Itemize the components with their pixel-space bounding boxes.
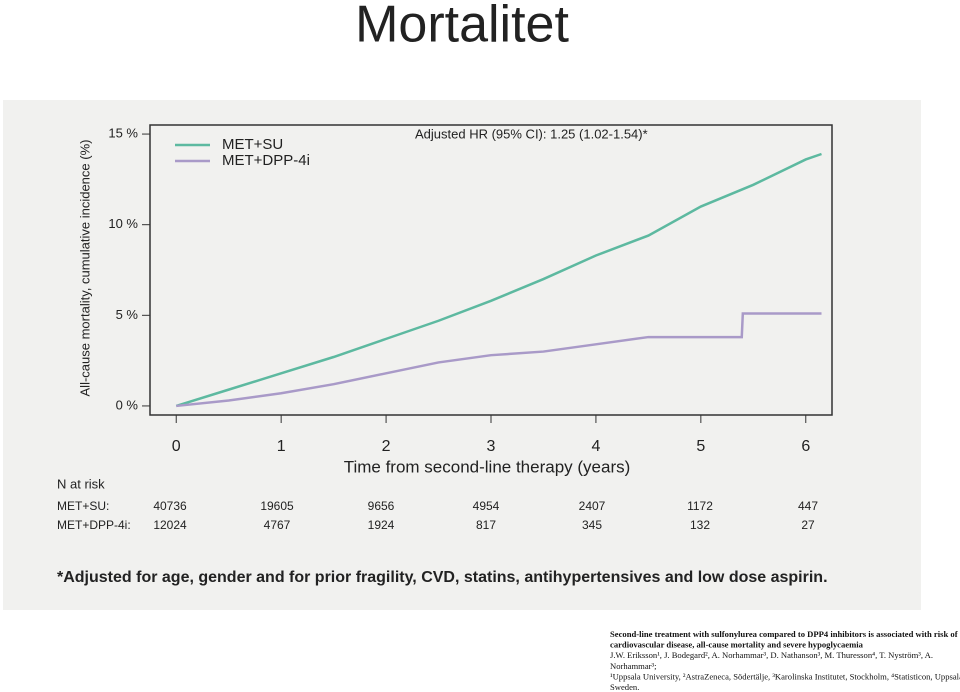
at-risk-count: 1172 xyxy=(687,499,713,513)
x-tick-label: 0 xyxy=(172,438,181,455)
x-axis-label: Time from second-line therapy (years) xyxy=(344,457,631,476)
reference-line: J.W. Eriksson¹, J. Bodegard², A. Norhamm… xyxy=(610,650,933,660)
at-risk-count: 12024 xyxy=(153,518,187,532)
y-tick-label: 15 % xyxy=(108,126,138,141)
at-risk-row-label: MET+DPP-4i: xyxy=(57,518,131,532)
x-tick-label: 6 xyxy=(801,438,810,455)
legend-label: MET+SU xyxy=(222,136,283,153)
x-tick-label: 4 xyxy=(591,438,600,455)
reference-box xyxy=(606,628,958,690)
y-axis-label: All-cause mortality, cumulative incidenc… xyxy=(77,140,92,397)
reference-line: cardiovascular disease, all-cause mortal… xyxy=(610,640,864,650)
slide-title: Mortalitet xyxy=(355,0,569,54)
at-risk-count: 27 xyxy=(801,518,815,532)
y-tick-label: 0 % xyxy=(116,397,139,412)
at-risk-count: 817 xyxy=(476,518,496,532)
at-risk-title: N at risk xyxy=(57,476,105,491)
reference-line: Norhammar³; xyxy=(610,661,657,671)
at-risk-count: 9656 xyxy=(368,499,395,513)
x-tick-label: 5 xyxy=(696,438,705,455)
annotation: Adjusted HR (95% CI): 1.25 (1.02-1.54)* xyxy=(415,126,648,141)
x-tick-label: 3 xyxy=(487,438,496,455)
at-risk-count: 345 xyxy=(582,518,602,532)
at-risk-count: 2407 xyxy=(579,499,606,513)
photo-background xyxy=(3,100,921,610)
series-line xyxy=(176,312,822,408)
at-risk-count: 447 xyxy=(798,499,818,513)
footnote: *Adjusted for age, gender and for prior … xyxy=(57,569,828,586)
x-tick-label: 2 xyxy=(382,438,391,455)
y-tick-label: 5 % xyxy=(116,307,139,322)
x-tick-label: 1 xyxy=(277,438,286,455)
series-line xyxy=(175,152,822,408)
reference-line: Second-line treatment with sulfonylurea … xyxy=(610,629,958,639)
at-risk-count: 19605 xyxy=(260,499,294,513)
at-risk-count: 1924 xyxy=(368,518,395,532)
reference-line: Sweden. xyxy=(610,682,639,692)
at-risk-count: 4954 xyxy=(473,499,500,513)
y-tick-label: 10 % xyxy=(108,216,138,231)
at-risk-count: 4767 xyxy=(264,518,291,532)
at-risk-row-label: MET+SU: xyxy=(57,499,109,513)
at-risk-count: 40736 xyxy=(153,499,187,513)
reference-line: ¹Uppsala University, ²AstraZeneca, Söder… xyxy=(610,671,960,681)
at-risk-count: 132 xyxy=(690,518,710,532)
legend-label: MET+DPP-4i xyxy=(222,152,310,169)
